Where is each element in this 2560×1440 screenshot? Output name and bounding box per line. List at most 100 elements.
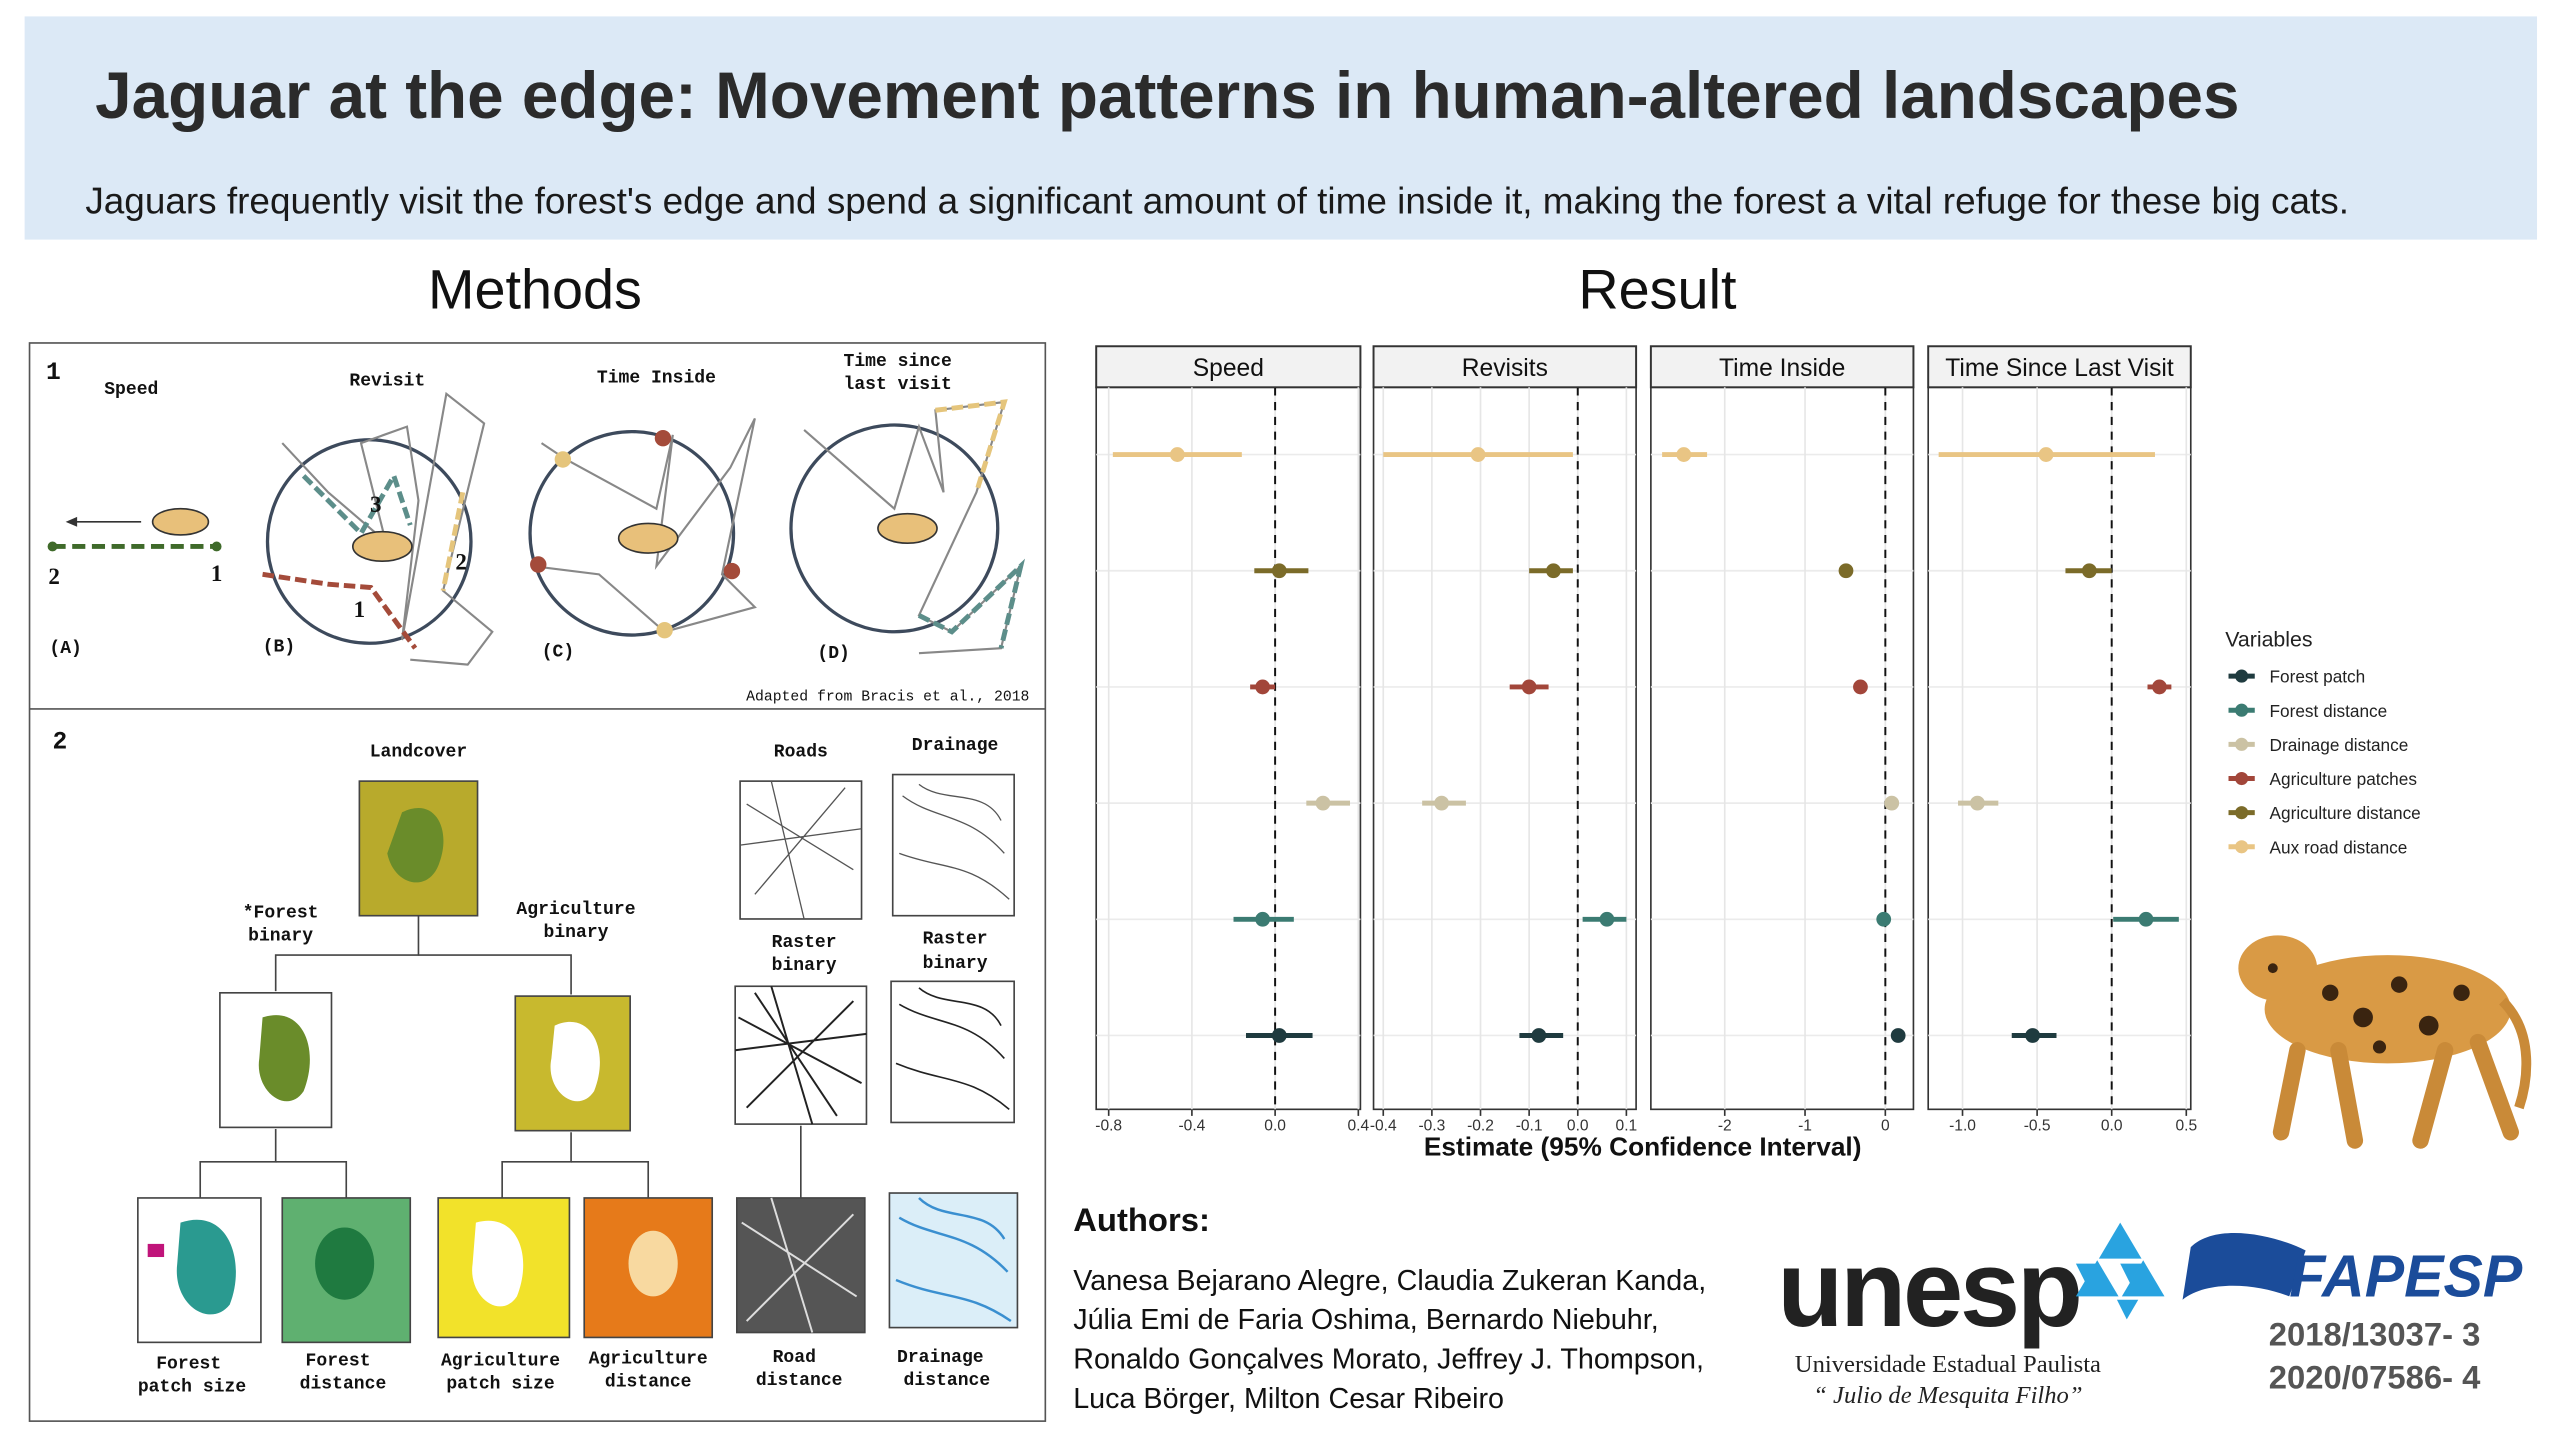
estimate-point (1884, 795, 1900, 811)
label: Drainage (897, 1348, 984, 1368)
drainage (895, 987, 1010, 1110)
tail (2498, 997, 2532, 1110)
connector (571, 1161, 650, 1198)
subtitle: Jaguars frequently visit the forest's ed… (85, 180, 2349, 221)
university: Universidade Estadual Paulista (1795, 1351, 2101, 1378)
circle (789, 423, 1000, 634)
legend-swatch (2235, 737, 2249, 751)
estimate-point (2038, 447, 2054, 462)
credit: Adapted from Bracis et al., 2018 (746, 690, 1029, 706)
point-label: 2 (455, 549, 466, 574)
estimate-point (1890, 1028, 1906, 1043)
jaguar-icon (617, 522, 679, 554)
estimate-point (1255, 679, 1271, 695)
unesp-wordmark: unesp (1777, 1228, 2080, 1349)
map-blob (628, 1230, 678, 1297)
crossing (530, 556, 547, 573)
diagram-shapes (47, 391, 1026, 666)
map-blob (472, 1220, 524, 1307)
estimate-point (2152, 679, 2167, 695)
legend-swatch (2235, 771, 2249, 786)
connector (274, 915, 420, 992)
plot-panel (1372, 386, 1637, 1111)
map-blob (387, 807, 444, 883)
label: binary (544, 923, 609, 943)
estimate-point (1315, 795, 1331, 811)
drainage (899, 783, 1010, 900)
unesp-logo: unesp Universidade Estadual Paulista “ J… (1777, 1222, 2165, 1409)
label: Time since (843, 352, 951, 372)
label: Raster (772, 933, 837, 953)
facet-strip (1649, 345, 1915, 389)
estimate-point (1521, 679, 1537, 695)
legend-entry: Agriculture patches (2270, 769, 2417, 789)
header-band (24, 16, 2538, 240)
legend-swatch (2235, 840, 2249, 854)
plot-panel (1095, 386, 1362, 1111)
estimate-point (2081, 563, 2097, 579)
body (2264, 955, 2511, 1064)
author-line: Ronaldo Gonçalves Morato, Jeffrey J. Tho… (1073, 1344, 1704, 1376)
roads (740, 780, 862, 920)
letter: (C) (542, 642, 575, 662)
map-blob (176, 1219, 236, 1315)
x-tick-label: 0.5 (2175, 1118, 2197, 1135)
legend-title: Variables (2225, 628, 2312, 652)
x-tick-label: -1.0 (1949, 1118, 1976, 1135)
estimate-point (1838, 563, 1854, 579)
label: binary (248, 926, 313, 946)
x-tick-label: 0 (1881, 1118, 1890, 1135)
legend-swatch (2235, 669, 2249, 683)
panel1: 1 Speed Revisit Time Inside Time since l… (46, 352, 1029, 706)
legs (2272, 1033, 2519, 1149)
arrow-head (65, 516, 78, 527)
estimate-point (1970, 795, 1985, 811)
circle (528, 429, 736, 637)
facet-strip (1095, 345, 1362, 389)
legend-entry: Forest patch (2270, 667, 2366, 687)
jaguar-illustration (2238, 935, 2532, 1149)
map-blob (258, 1015, 310, 1102)
jaguar-icon (352, 530, 413, 563)
authors-heading: Authors: (1073, 1201, 1210, 1238)
label: patch size (138, 1378, 246, 1398)
estimate-point (1434, 795, 1449, 811)
point-label: 2 (48, 564, 59, 589)
panel-number: 2 (53, 729, 68, 756)
x-tick-label: -0.4 (1370, 1118, 1397, 1135)
estimate-point (1853, 679, 1868, 695)
estimate-point (1255, 911, 1271, 927)
x-tick-label: 0.0 (1567, 1118, 1589, 1135)
label: Road (773, 1348, 816, 1368)
x-tick-label: -0.4 (1178, 1118, 1205, 1135)
panel2-shapes (137, 773, 1019, 1344)
map-tile (891, 773, 1015, 917)
facet-title: Revisits (1462, 355, 1548, 382)
x-tick-label: -0.2 (1467, 1118, 1494, 1135)
estimate-point (1271, 563, 1287, 579)
estimate-point (1531, 1028, 1547, 1043)
panel-number: 1 (46, 360, 61, 387)
crossing (654, 429, 672, 447)
point-label: 1 (354, 597, 365, 622)
estimate-point (2138, 911, 2154, 927)
crossing (554, 451, 572, 468)
track (917, 558, 1026, 649)
legend-entry: Aux road distance (2270, 837, 2408, 857)
legend-entry: Agriculture distance (2270, 803, 2421, 823)
x-tick-label: 0.4 (1348, 1118, 1370, 1135)
legend-swatch (2235, 806, 2249, 820)
letter: (B) (263, 637, 296, 657)
map-blob (315, 1227, 375, 1300)
x-tick-label: 0.0 (2101, 1118, 2123, 1135)
estimate-point (2025, 1028, 2041, 1043)
authors: Vanesa Bejarano Alegre, Claudia Zukeran … (1073, 1265, 1706, 1415)
plot-panel (1927, 386, 2192, 1111)
connector (199, 1129, 277, 1198)
label: Landcover (370, 743, 467, 763)
track (935, 399, 1008, 494)
facet-title: Time Since Last Visit (1945, 355, 2174, 382)
label: Drainage (912, 736, 999, 756)
